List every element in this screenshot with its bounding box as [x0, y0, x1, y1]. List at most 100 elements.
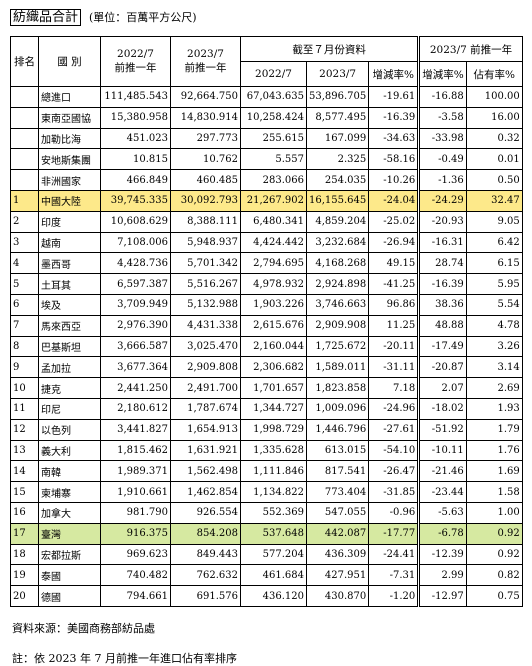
value-cell: 3,441.827: [100, 418, 171, 441]
value-cell: -16.31: [417, 231, 467, 254]
country-cell: 加勒比海: [38, 127, 101, 150]
table-row: 總進口 111,485.543 92,664.750 67,043.635 53,896…: [10, 86, 523, 108]
value-cell: 1,446.796: [305, 418, 370, 441]
value-cell: -20.93: [417, 210, 467, 233]
value-cell: 2,794.695: [240, 252, 307, 275]
header-text: 前推一年: [114, 62, 157, 74]
value-cell: 2,615.676: [240, 314, 307, 337]
value-cell: 1,134.822: [240, 481, 307, 503]
table-row: 東南亞國協 15,380.958 14,830.914 10,258.424 8,577…: [10, 106, 523, 129]
value-cell: 0.75: [465, 585, 523, 607]
value-cell: 11.25: [368, 314, 420, 337]
value-cell: -18.02: [417, 397, 467, 420]
value-cell: 0.92: [465, 522, 523, 545]
value-cell: 1,111.846: [240, 460, 307, 483]
value-cell: 16.00: [465, 106, 523, 129]
value-cell: 6.15: [465, 252, 523, 275]
value-cell: 297.773: [170, 127, 241, 150]
header-cell: 截至７月份資料: [239, 36, 420, 62]
value-cell: 255.615: [240, 127, 307, 150]
table-row: 20 德國 794.661 691.576 436.120 430.870 -1.20 -12…: [10, 585, 523, 607]
value-cell: 2.69: [465, 377, 523, 399]
rank-cell: [10, 106, 39, 129]
value-cell: 0.01: [465, 148, 523, 171]
value-cell: 1,910.661: [100, 481, 171, 503]
value-cell: 4,168.268: [305, 252, 370, 275]
rank-cell: 17: [10, 522, 39, 545]
country-cell: 越南: [38, 231, 101, 254]
value-cell: -0.96: [368, 501, 420, 524]
table-row: 14 南韓 1,989.371 1,562.498 1,111.846 817.541 -2…: [10, 460, 523, 483]
value-cell: 926.554: [170, 501, 241, 524]
country-cell: 加拿大: [38, 501, 101, 524]
value-cell: 4.78: [465, 314, 523, 337]
value-cell: -19.61: [368, 86, 420, 108]
value-cell: -1.20: [368, 585, 420, 607]
value-cell: -24.29: [417, 189, 467, 212]
value-cell: 10,258.424: [240, 106, 307, 129]
value-cell: 2,160.044: [240, 335, 307, 358]
value-cell: 466.849: [100, 169, 171, 191]
value-cell: 3,709.949: [100, 293, 171, 316]
table-row: 13 義大利 1,815.462 1,631.921 1,335.628 613.015-…: [10, 439, 523, 462]
value-cell: 849.443: [170, 543, 241, 566]
value-cell: 1.58: [465, 481, 523, 503]
value-cell: 10,608.629: [100, 210, 171, 233]
value-cell: 1,787.674: [170, 397, 241, 420]
header-cell: 2022/7 前推一年: [100, 36, 171, 87]
value-cell: 100.00: [465, 86, 523, 108]
value-cell: 773.404: [305, 481, 370, 503]
value-cell: -21.46: [417, 460, 467, 483]
header-cell: 2023/7 前推一年: [417, 36, 523, 62]
header-cell: 國 別: [38, 36, 101, 87]
country-cell: 總進口: [38, 86, 101, 108]
value-cell: 5.95: [465, 273, 523, 295]
value-cell: 283.066: [240, 169, 307, 191]
value-cell: -16.88: [417, 86, 467, 108]
value-cell: 1,725.672: [305, 335, 370, 358]
header-cell: 增減率%: [417, 61, 467, 87]
value-cell: -6.78: [417, 522, 467, 545]
value-cell: -12.97: [417, 585, 467, 607]
value-cell: 67,043.635: [240, 86, 307, 108]
value-cell: 5,948.937: [170, 231, 241, 254]
value-cell: -41.25: [368, 273, 420, 295]
value-cell: -0.49: [417, 148, 467, 171]
value-cell: -20.87: [417, 356, 467, 379]
value-cell: -20.11: [368, 335, 420, 358]
value-cell: 5,701.342: [170, 252, 241, 275]
value-cell: 3,232.684: [305, 231, 370, 254]
country-cell: 柬埔寨: [38, 481, 101, 503]
value-cell: 1,562.498: [170, 460, 241, 483]
rank-cell: 15: [10, 481, 39, 503]
note: 註：依 2023 年 7 月前推一年進口佔有率排序: [12, 652, 237, 665]
value-cell: 1,989.371: [100, 460, 171, 483]
value-cell: 436.309: [305, 543, 370, 566]
value-cell: 1,335.628: [240, 439, 307, 462]
value-cell: -27.61: [368, 418, 420, 441]
country-cell: 土耳其: [38, 273, 101, 295]
value-cell: 2.07: [417, 377, 467, 399]
country-cell: 孟加拉: [38, 356, 101, 379]
rank-cell: 2: [10, 210, 39, 233]
header-cell: 佔有率%: [465, 61, 523, 87]
rank-cell: 10: [10, 377, 39, 399]
value-cell: 430.870: [305, 585, 370, 607]
table-row: 19 泰國 740.482 762.632 461.684 427.951 -7.31 2.9…: [10, 564, 523, 587]
value-cell: 1,815.462: [100, 439, 171, 462]
value-cell: -10.26: [368, 169, 420, 191]
value-cell: 7.18: [368, 377, 420, 399]
value-cell: -54.10: [368, 439, 420, 462]
header-text: 2022/7: [117, 48, 154, 60]
value-cell: 30,092.793: [170, 189, 241, 212]
value-cell: 96.86: [368, 293, 420, 316]
table-row: 2 印度 10,608.629 8,388.111 6,480.341 4,859.204…: [10, 210, 523, 233]
country-cell: 泰國: [38, 564, 101, 587]
value-cell: 92,664.750: [170, 86, 241, 108]
value-cell: 817.541: [305, 460, 370, 483]
value-cell: 691.576: [170, 585, 241, 607]
value-cell: 8,577.495: [305, 106, 370, 129]
value-cell: -26.94: [368, 231, 420, 254]
country-cell: 捷克: [38, 377, 101, 399]
value-cell: 8,388.111: [170, 210, 241, 233]
